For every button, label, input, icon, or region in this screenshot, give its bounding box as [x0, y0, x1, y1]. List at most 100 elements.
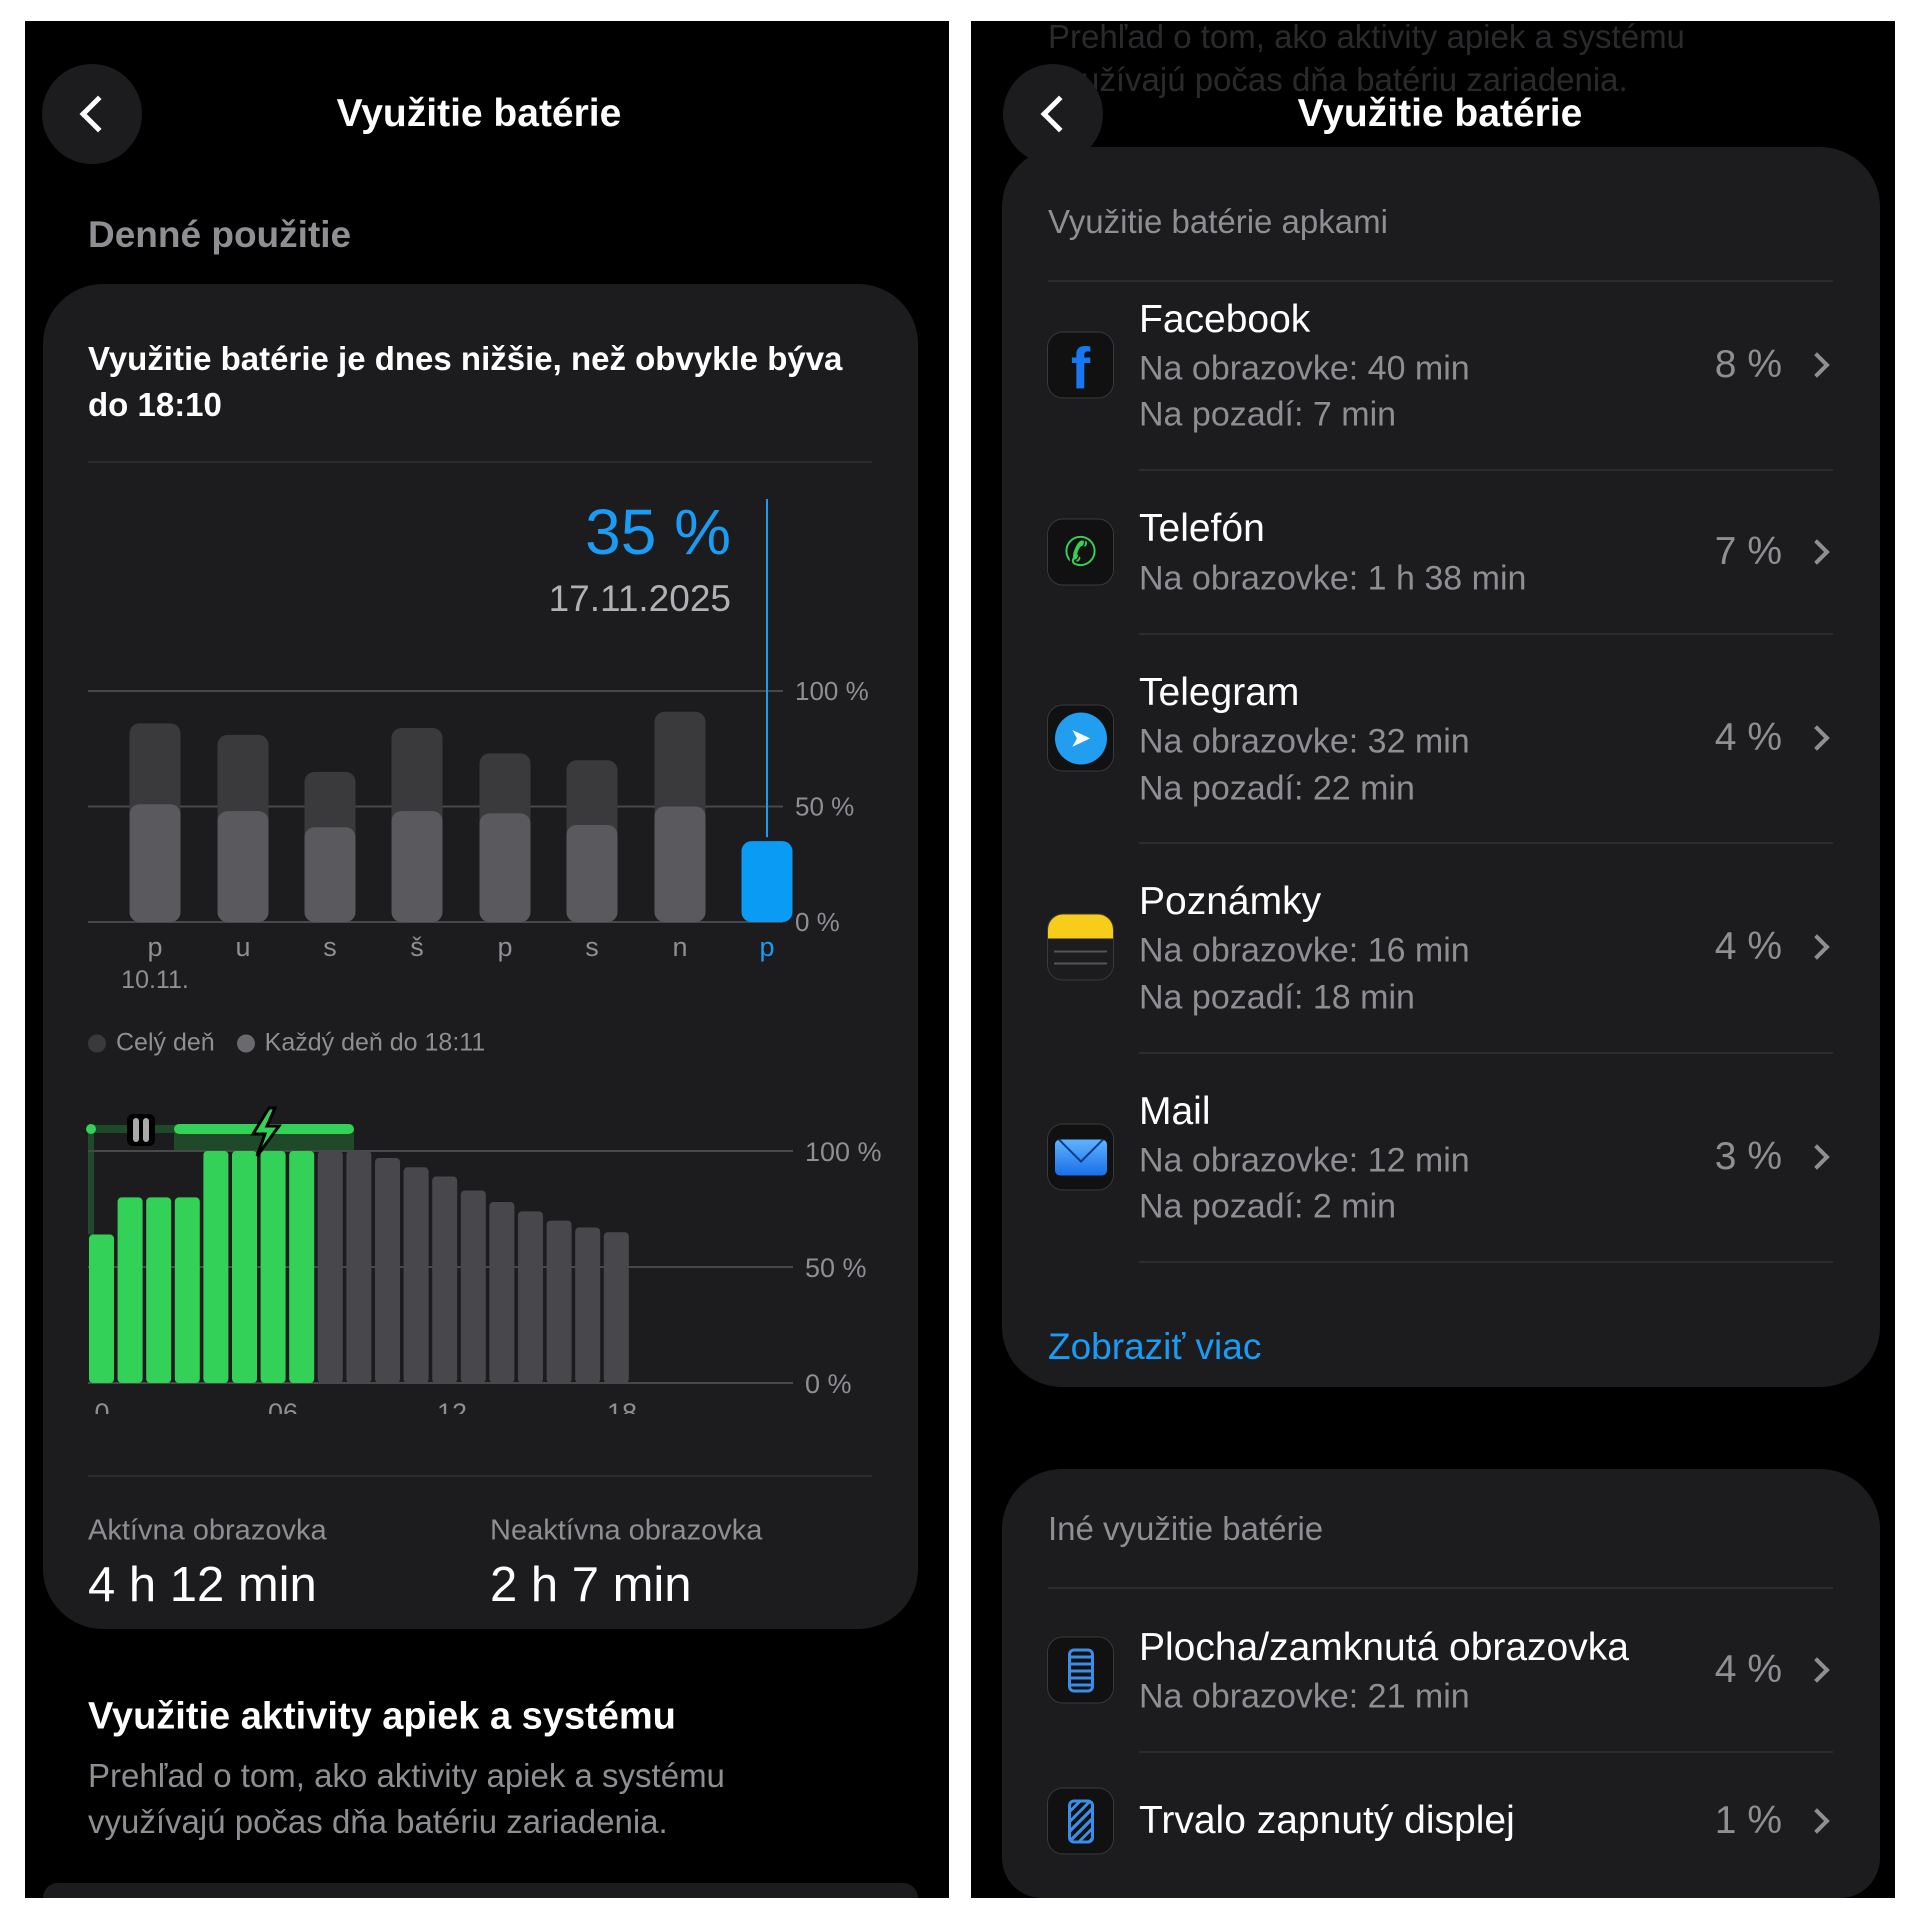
app-detail: Na pozadí: 18 min: [1139, 978, 1415, 1017]
divider: [88, 461, 872, 463]
other-usage-name: Plocha/zamknutá obrazovka: [1139, 1626, 1629, 1669]
bar-hour[interactable]: [375, 1157, 400, 1383]
battery-usage-screen-left: Využitie batérie Denné použitie Využitie…: [25, 21, 949, 1898]
y-tick-label: 0 %: [805, 1369, 852, 1399]
divider: [1139, 1261, 1833, 1263]
app-percent: 4 %: [1714, 925, 1782, 968]
divider: [1139, 1751, 1833, 1753]
activity-section-desc: využívajú počas dňa batériu zariadenia.: [88, 1803, 668, 1840]
app-name: Telefón: [1139, 507, 1265, 550]
page-title: Využitie batérie: [336, 92, 622, 135]
notes-icon: [1047, 913, 1114, 981]
y-tick-label: 50 %: [805, 1253, 867, 1283]
app-detail: Na pozadí: 22 min: [1139, 769, 1415, 808]
bar-until-time[interactable]: [129, 804, 181, 922]
bar-hour[interactable]: [546, 1220, 572, 1383]
bar-charging-hour[interactable]: [174, 1197, 200, 1383]
show-more-link[interactable]: Zobraziť viac: [1048, 1326, 1262, 1367]
active-screen-label: Aktívna obrazovka: [88, 1514, 327, 1547]
bar-hour[interactable]: [460, 1190, 486, 1383]
divider: [1048, 280, 1833, 282]
back-button[interactable]: [1003, 64, 1103, 164]
app-name: Telegram: [1139, 671, 1300, 714]
x-tick-label: p: [147, 932, 162, 962]
legend-dot-until-time: [236, 1034, 255, 1052]
chevron-right-icon: [1804, 1657, 1830, 1683]
chevron-right-icon: [1804, 1144, 1830, 1170]
y-tick-label: 0 %: [795, 907, 840, 937]
bar-charging-hour[interactable]: [117, 1197, 143, 1383]
divider: [1048, 1587, 1833, 1589]
divider: [88, 1475, 872, 1477]
x-tick-label: s: [323, 932, 337, 962]
x-tick-label: 18: [607, 1398, 637, 1414]
app-name: Mail: [1139, 1090, 1211, 1133]
activity-section-title: Využitie aktivity apiek a systému: [88, 1695, 676, 1738]
x-tick-label: 0: [94, 1398, 109, 1414]
bar-hour[interactable]: [403, 1167, 429, 1383]
app-percent: 4 %: [1714, 716, 1782, 759]
bar-charging-hour[interactable]: [203, 1151, 229, 1383]
weekly-usage-chart[interactable]: 100 % 50 % 0 % p u s š p s n p 10.11.: [43, 284, 918, 1084]
divider: [1139, 842, 1833, 844]
bar-hour[interactable]: [603, 1232, 629, 1383]
x-tick-label: p: [759, 932, 774, 962]
divider: [1139, 1052, 1833, 1054]
bar-charging-hour[interactable]: [146, 1197, 172, 1383]
activity-card: [43, 1883, 918, 1898]
bar-hour[interactable]: [432, 1176, 458, 1383]
chevron-left-icon: [79, 95, 117, 133]
chevron-right-icon: [1804, 725, 1830, 751]
back-button[interactable]: [42, 64, 142, 164]
bar-until-time[interactable]: [654, 806, 706, 923]
faded-scrolled-text: využívajú počas dňa batériu zariadenia.: [1048, 61, 1628, 98]
first-date-label: 10.11.: [121, 966, 189, 994]
bar-today[interactable]: [741, 841, 793, 922]
section-daily-usage: Denné použitie: [88, 214, 352, 255]
inactive-screen-value: 2 h 7 min: [490, 1558, 692, 1612]
other-usage-percent: 1 %: [1714, 1799, 1782, 1842]
bar-hour[interactable]: [575, 1227, 601, 1383]
bar-hour[interactable]: [346, 1151, 372, 1383]
apps-header: Využitie batérie apkami: [1048, 203, 1388, 240]
daily-usage-card: Využitie batérie je dnes nižšie, než obv…: [43, 284, 918, 1629]
bar-until-time[interactable]: [479, 813, 531, 922]
other-usage-name: Trvalo zapnutý displej: [1139, 1799, 1515, 1842]
bar-hour[interactable]: [489, 1202, 515, 1383]
app-percent: 3 %: [1714, 1135, 1782, 1178]
app-detail: Na obrazovke: 1 h 38 min: [1139, 559, 1527, 598]
x-tick-label: p: [497, 932, 512, 962]
bar-hour[interactable]: [317, 1151, 343, 1383]
chevron-right-icon: [1804, 934, 1830, 960]
bar-charging-hour[interactable]: [260, 1151, 286, 1383]
pause-icon: [127, 1114, 155, 1146]
app-detail: Na pozadí: 7 min: [1139, 395, 1397, 434]
bar-until-time[interactable]: [566, 824, 618, 922]
usage-headline: Využitie batérie je dnes nižšie, než obv…: [88, 340, 843, 423]
app-detail: Na pozadí: 2 min: [1139, 1187, 1397, 1226]
bar-until-time[interactable]: [304, 827, 356, 922]
bar-charging-hour[interactable]: [89, 1234, 114, 1383]
inactive-screen-label: Neaktívna obrazovka: [490, 1514, 763, 1547]
bar-charging-hour[interactable]: [289, 1151, 315, 1383]
bar-hour[interactable]: [518, 1211, 543, 1383]
x-tick-label: n: [672, 932, 687, 962]
charging-bolt-icon: [250, 1106, 282, 1157]
bar-charging-hour[interactable]: [232, 1151, 257, 1383]
bar-until-time[interactable]: [217, 811, 269, 922]
selected-date: 17.11.2025: [548, 578, 731, 619]
telegram-icon: ➤: [1047, 704, 1114, 772]
legend-dot-full-day: [88, 1034, 106, 1052]
legend-full-day: Celý deň: [116, 1028, 215, 1057]
other-usage-percent: 4 %: [1714, 1648, 1782, 1691]
faded-scrolled-text: Prehľad o tom, ako aktivity apiek a syst…: [1048, 21, 1685, 55]
legend-until-time: Každý deň do 18:11: [264, 1028, 486, 1057]
x-tick-label: s: [585, 932, 599, 962]
hourly-battery-level-chart[interactable]: 100 % 50 % 0 % 0 06 12 18: [43, 1064, 918, 1414]
active-screen-value: 4 h 12 min: [88, 1558, 317, 1612]
home-screen-icon: [1047, 1636, 1114, 1704]
app-detail: Na obrazovke: 12 min: [1139, 1141, 1470, 1180]
bar-until-time[interactable]: [391, 811, 443, 922]
charging-region: [88, 1129, 94, 1235]
app-detail: Na obrazovke: 16 min: [1139, 931, 1470, 970]
